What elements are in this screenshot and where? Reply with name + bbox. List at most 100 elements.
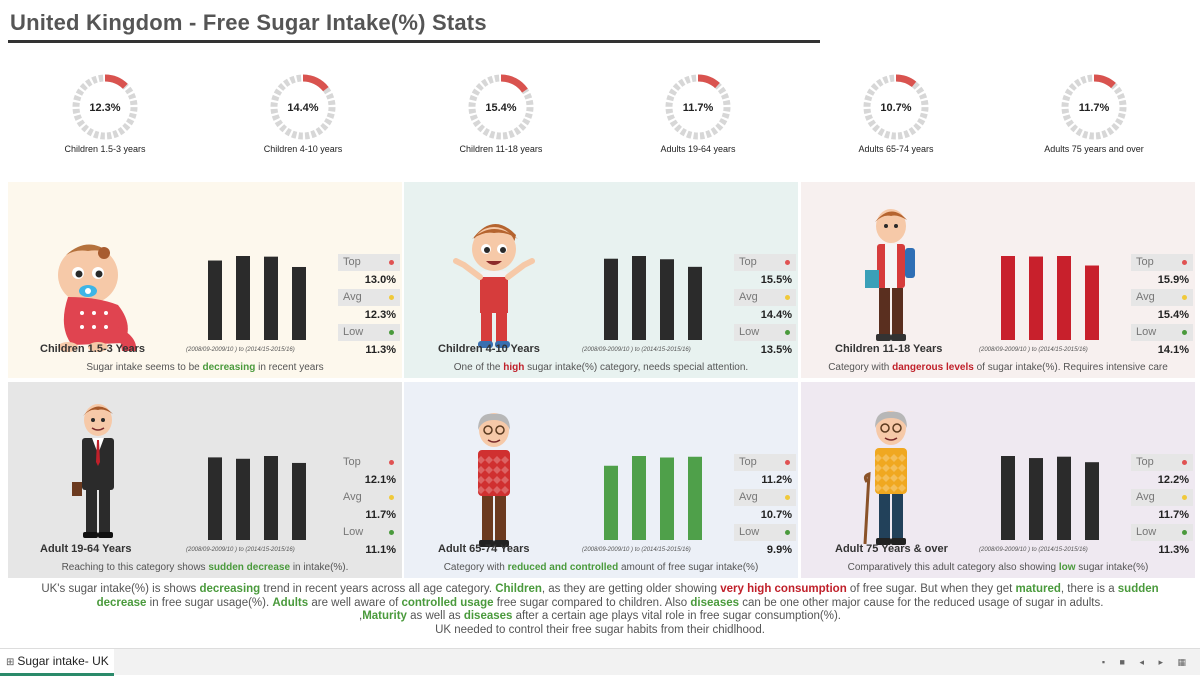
stat-avg-value: 10.7% bbox=[760, 509, 792, 521]
stat-avg-label: Avg bbox=[1131, 489, 1193, 506]
bar[interactable] bbox=[632, 256, 646, 340]
category-name: Children 1.5-3 Years bbox=[40, 343, 145, 355]
donut-label: Children 4-10 years bbox=[263, 144, 343, 154]
stat-avg-label: Avg bbox=[1131, 289, 1193, 306]
status-dot-icon bbox=[1182, 460, 1187, 465]
stats-box: Top 15.5% Avg 14.4% Low 13.5% bbox=[734, 254, 796, 359]
donut-value-arc bbox=[270, 74, 336, 140]
bar[interactable] bbox=[660, 457, 674, 541]
bar[interactable] bbox=[1029, 458, 1043, 540]
stats-box: Top 11.2% Avg 10.7% Low 9.9% bbox=[734, 454, 796, 559]
bar[interactable] bbox=[264, 456, 278, 540]
stat-avg-label: Avg bbox=[734, 289, 796, 306]
status-dot-icon bbox=[785, 530, 790, 535]
stat-avg-value: 11.7% bbox=[1158, 509, 1189, 521]
stat-low-value: 11.3% bbox=[1158, 544, 1189, 556]
bar[interactable] bbox=[1057, 256, 1071, 340]
bar[interactable] bbox=[1085, 265, 1099, 340]
stat-low-value: 9.9% bbox=[766, 544, 792, 556]
status-dot-icon bbox=[389, 260, 394, 265]
person-illustration bbox=[863, 411, 907, 545]
bar[interactable] bbox=[208, 260, 222, 340]
date-range: (2008/09-2009/10 ) to (2014/15-2015/16) bbox=[186, 547, 295, 553]
bar[interactable] bbox=[236, 256, 250, 340]
donut-label: Children 1.5-3 years bbox=[64, 144, 146, 154]
donut-value-arc bbox=[72, 74, 138, 140]
stats-box: Top 15.9% Avg 15.4% Low 14.1% bbox=[1131, 254, 1193, 359]
bar[interactable] bbox=[688, 456, 702, 540]
donut-label: Children 11-18 years bbox=[459, 144, 543, 154]
date-range: (2008/09-2009/10 ) to (2014/15-2015/16) bbox=[979, 547, 1088, 553]
donut-ring: 11.7% bbox=[665, 74, 731, 140]
stat-avg-value: 12.3% bbox=[364, 309, 396, 321]
bar[interactable] bbox=[1085, 462, 1099, 540]
stat-top-label: Top bbox=[734, 254, 796, 271]
stat-low-label: Low bbox=[338, 324, 400, 341]
donut-value: 11.7% bbox=[1079, 102, 1110, 114]
bar[interactable] bbox=[604, 465, 618, 540]
tab-sugar-intake-uk[interactable]: ⊞ Sugar intake- UK bbox=[0, 649, 114, 676]
bar[interactable] bbox=[604, 258, 618, 340]
category-name: Adult 75 Years & over bbox=[835, 543, 948, 555]
donut-ring: 14.4% bbox=[270, 74, 336, 140]
summary-text: UK's sugar intake(%) is shows decreasing… bbox=[41, 583, 1159, 636]
stat-low-value: 14.1% bbox=[1157, 344, 1189, 356]
stat-low-label: Low bbox=[1131, 524, 1193, 541]
title-underline bbox=[8, 40, 820, 43]
sheet-nav-controls[interactable]: ▪ ■ ◂ ▸ ▦ bbox=[1101, 657, 1192, 667]
donut-label: Adults 65-74 years bbox=[858, 144, 934, 154]
category-name: Children 4-10 Years bbox=[438, 343, 540, 355]
stat-top-value: 13.0% bbox=[364, 274, 396, 286]
bar[interactable] bbox=[208, 457, 222, 540]
status-dot-icon bbox=[785, 495, 790, 500]
donut-ring: 12.3% bbox=[72, 74, 138, 140]
person-illustration bbox=[453, 223, 535, 348]
donut-chart: 10.7% Adults 65-74 years bbox=[801, 72, 991, 162]
donut-chart: 12.3% Children 1.5-3 years bbox=[10, 72, 200, 162]
status-dot-icon bbox=[785, 260, 790, 265]
bar-chart bbox=[208, 256, 306, 340]
category-note: Sugar intake seems to be decreasing in r… bbox=[86, 362, 324, 373]
bar[interactable] bbox=[1029, 256, 1043, 340]
bar[interactable] bbox=[1001, 456, 1015, 540]
stats-box: Top 12.2% Avg 11.7% Low 11.3% bbox=[1131, 454, 1193, 559]
donut-ring: 11.7% bbox=[1061, 74, 1127, 140]
bar[interactable] bbox=[1057, 456, 1071, 540]
stat-top-label: Top bbox=[338, 454, 400, 471]
stat-top-value: 12.1% bbox=[364, 474, 396, 486]
bar[interactable] bbox=[264, 256, 278, 340]
bar[interactable] bbox=[292, 266, 306, 340]
person-illustration bbox=[58, 244, 137, 352]
bar-chart bbox=[208, 456, 306, 540]
status-dot-icon bbox=[1182, 495, 1187, 500]
donut-value: 11.7% bbox=[683, 102, 714, 114]
stats-box: Top 12.1% Avg 11.7% Low 11.1% bbox=[338, 454, 400, 559]
donut-value-arc bbox=[468, 74, 534, 140]
status-dot-icon bbox=[1182, 260, 1187, 265]
category-note: Comparatively this adult category also s… bbox=[847, 562, 1149, 573]
bar[interactable] bbox=[292, 462, 306, 540]
stat-avg-value: 15.4% bbox=[1157, 309, 1189, 321]
donut-value-arc bbox=[1061, 74, 1127, 140]
bar-chart bbox=[604, 456, 702, 541]
status-dot-icon bbox=[389, 460, 394, 465]
donut-chart: 11.7% Adults 19-64 years bbox=[603, 72, 793, 162]
category-panel: Top 15.5% Avg 14.4% Low 13.5% Children 4-10 Ye… bbox=[404, 182, 798, 378]
date-range: (2008/09-2009/10 ) to (2014/15-2015/16) bbox=[186, 347, 295, 353]
bar[interactable] bbox=[1001, 256, 1015, 340]
status-dot-icon bbox=[389, 295, 394, 300]
bar[interactable] bbox=[632, 456, 646, 540]
donut-value: 15.4% bbox=[485, 102, 516, 114]
person-illustration bbox=[477, 413, 510, 547]
category-note: Category with dangerous levels of sugar … bbox=[828, 362, 1168, 373]
category-name: Adult 65-74 Years bbox=[438, 543, 530, 555]
status-dot-icon bbox=[785, 330, 790, 335]
bar[interactable] bbox=[660, 259, 674, 340]
bar[interactable] bbox=[688, 266, 702, 340]
stat-avg-label: Avg bbox=[338, 489, 400, 506]
bar[interactable] bbox=[236, 458, 250, 540]
stat-top-value: 15.5% bbox=[760, 274, 792, 286]
status-dot-icon bbox=[389, 530, 394, 535]
status-dot-icon bbox=[1182, 330, 1187, 335]
grid-icon: ⊞ bbox=[6, 657, 15, 668]
